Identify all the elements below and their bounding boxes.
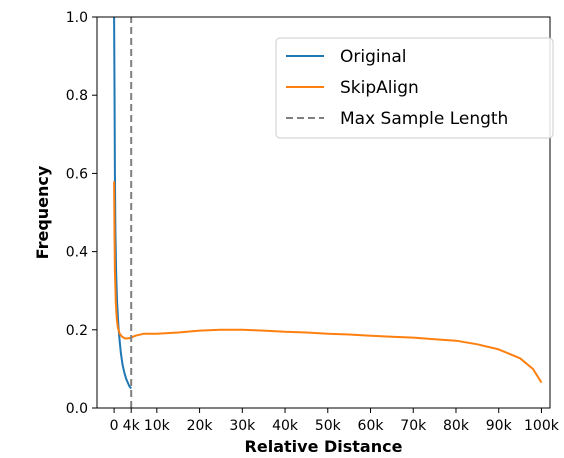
x-tick-label-7: 60k [358,418,385,434]
x-tick-label-5: 40k [272,418,299,434]
y-tick-label-1: 0.2 [66,323,88,339]
axes-frame [96,16,551,409]
series-line-0 [113,16,132,390]
x-tick-label-8: 70k [400,418,427,434]
x-tick-label-4: 30k [229,418,256,434]
x-tick-label-3: 20k [187,418,214,434]
y-axis-title: Frequency [33,165,52,259]
y-tick-label-4: 0.8 [66,88,88,104]
x-tick-label-10: 90k [486,418,513,434]
x-axis-ticks: 0 4k 10k 20k 30k 40k 50k 60k 70k 80k 90k 100k [110,408,560,434]
legend-label-2: Max Sample Length [340,109,508,129]
series-line-1 [113,181,543,384]
series-layer [113,16,543,408]
y-tick-label-2: 0.4 [66,245,88,261]
legend: Original SkipAlign Max Sample Length [275,37,554,139]
plot-area: 0 4k 10k 20k 30k 40k 50k 60k 70k 80k 90k 100k 0.00.… [66,10,560,434]
y-tick-label-5: 1.0 [66,10,88,26]
y-tick-label-0: 0.0 [66,401,88,417]
x-tick-label-2: 10k [144,418,171,434]
x-tick-label-6: 50k [315,418,342,434]
y-axis-ticks: 0.0 0.2 0.4 0.6 0.8 1.0 [66,10,97,417]
legend-label-0: Original [340,47,407,67]
x-tick-label-9: 80k [443,418,470,434]
legend-box [275,37,554,139]
x-axis-title: Relative Distance [245,437,403,456]
x-tick-label-11: 100k [524,418,560,434]
legend-label-1: SkipAlign [340,78,419,98]
x-tick-label-0: 0 [110,418,119,434]
y-tick-label-3: 0.6 [66,166,88,182]
x-tick-label-1: 4k [123,418,141,434]
